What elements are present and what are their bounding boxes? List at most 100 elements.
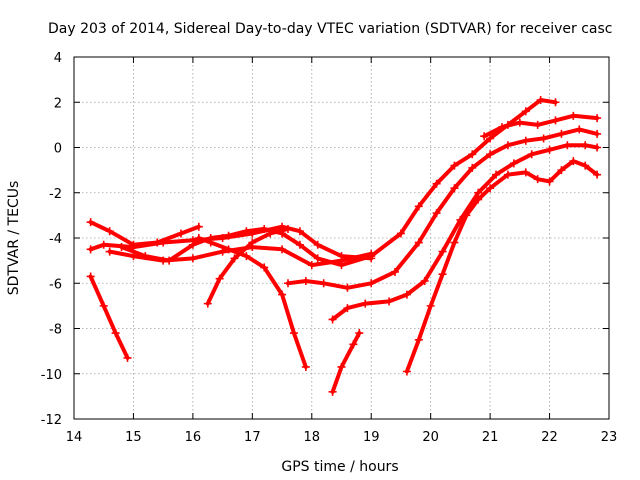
data-point — [230, 254, 239, 263]
data-point — [486, 184, 495, 193]
data-point — [581, 161, 590, 170]
data-point — [569, 157, 578, 166]
data-point — [569, 111, 578, 120]
data-point — [284, 224, 292, 233]
y-tick-label: -8 — [49, 323, 62, 338]
data-point — [545, 177, 554, 186]
data-point — [503, 141, 512, 150]
series-line — [88, 224, 374, 261]
y-tick-label: 4 — [54, 51, 62, 66]
data-point — [278, 290, 287, 299]
data-point — [260, 224, 269, 233]
data-point — [289, 329, 298, 338]
chart-title: Day 203 of 2014, Sidereal Day-to-day VTE… — [48, 21, 612, 37]
data-point — [86, 272, 95, 281]
data-point — [313, 254, 322, 263]
y-tick-label: 0 — [54, 142, 62, 157]
data-point — [593, 129, 602, 138]
data-point — [215, 274, 224, 283]
x-tick-label: 16 — [185, 430, 202, 445]
series-arc-6 — [194, 234, 310, 371]
data-point — [563, 141, 572, 150]
data-point — [301, 362, 310, 371]
data-point — [468, 150, 477, 159]
data-point — [203, 299, 212, 308]
y-tick-label: -10 — [41, 368, 62, 383]
data-point — [313, 240, 322, 249]
x-axis-label: GPS time / hours — [281, 459, 398, 475]
y-tick-label: 2 — [54, 96, 62, 111]
data-point — [194, 222, 203, 231]
data-point — [414, 335, 423, 344]
data-point — [557, 166, 566, 175]
series-arc-10 — [328, 329, 364, 396]
data-point — [343, 283, 352, 292]
x-tick-label: 17 — [244, 430, 261, 445]
data-point — [396, 229, 405, 238]
y-tick-label: -6 — [49, 277, 62, 292]
data-point — [105, 247, 114, 256]
data-point — [278, 245, 287, 254]
data-point — [593, 143, 602, 152]
data-point — [450, 184, 459, 193]
data-point — [248, 238, 257, 247]
data-point — [99, 301, 108, 310]
data-point — [123, 353, 132, 362]
data-point — [260, 263, 269, 272]
data-point — [188, 240, 197, 249]
data-point — [224, 245, 233, 254]
data-point — [86, 218, 95, 227]
series-line — [404, 159, 600, 374]
series-layer — [86, 95, 602, 396]
data-point — [426, 301, 435, 310]
data-point — [474, 188, 483, 197]
x-tick-label: 21 — [482, 430, 499, 445]
data-point — [503, 170, 512, 179]
data-point — [438, 247, 447, 256]
series-line — [88, 274, 130, 360]
data-point — [177, 229, 185, 238]
data-point — [450, 238, 459, 247]
y-tick-label: -12 — [41, 413, 62, 428]
data-point — [593, 114, 602, 123]
series-line — [482, 113, 600, 139]
data-point — [498, 123, 506, 132]
series-arc-12 — [480, 111, 602, 141]
data-point — [242, 227, 251, 236]
x-tick-label: 22 — [541, 430, 558, 445]
data-point — [480, 132, 489, 141]
data-point — [343, 304, 352, 313]
data-point — [468, 163, 477, 172]
data-point — [295, 227, 304, 236]
series-arc-7 — [203, 224, 292, 308]
data-point — [509, 159, 518, 168]
data-point — [420, 276, 429, 285]
data-point — [328, 315, 337, 324]
series-arc-8 — [284, 125, 602, 292]
data-point — [159, 238, 168, 247]
data-point — [337, 261, 346, 270]
data-point — [533, 120, 542, 129]
data-point — [536, 95, 545, 104]
data-point — [432, 209, 441, 218]
data-point — [557, 129, 566, 138]
x-tick-label: 19 — [363, 430, 380, 445]
data-point — [545, 145, 554, 154]
data-point — [581, 141, 590, 150]
data-point — [355, 329, 364, 338]
data-point — [117, 243, 126, 252]
data-point — [206, 238, 215, 247]
data-point — [527, 150, 536, 159]
data-point — [391, 267, 399, 276]
data-point — [402, 290, 411, 299]
series-arc-9 — [328, 141, 602, 324]
data-point — [242, 252, 251, 261]
series-line — [196, 236, 308, 369]
data-point — [450, 161, 459, 170]
data-point — [111, 329, 120, 338]
x-tick-label: 18 — [304, 430, 321, 445]
data-point — [474, 195, 483, 204]
x-tick-label: 20 — [422, 430, 439, 445]
